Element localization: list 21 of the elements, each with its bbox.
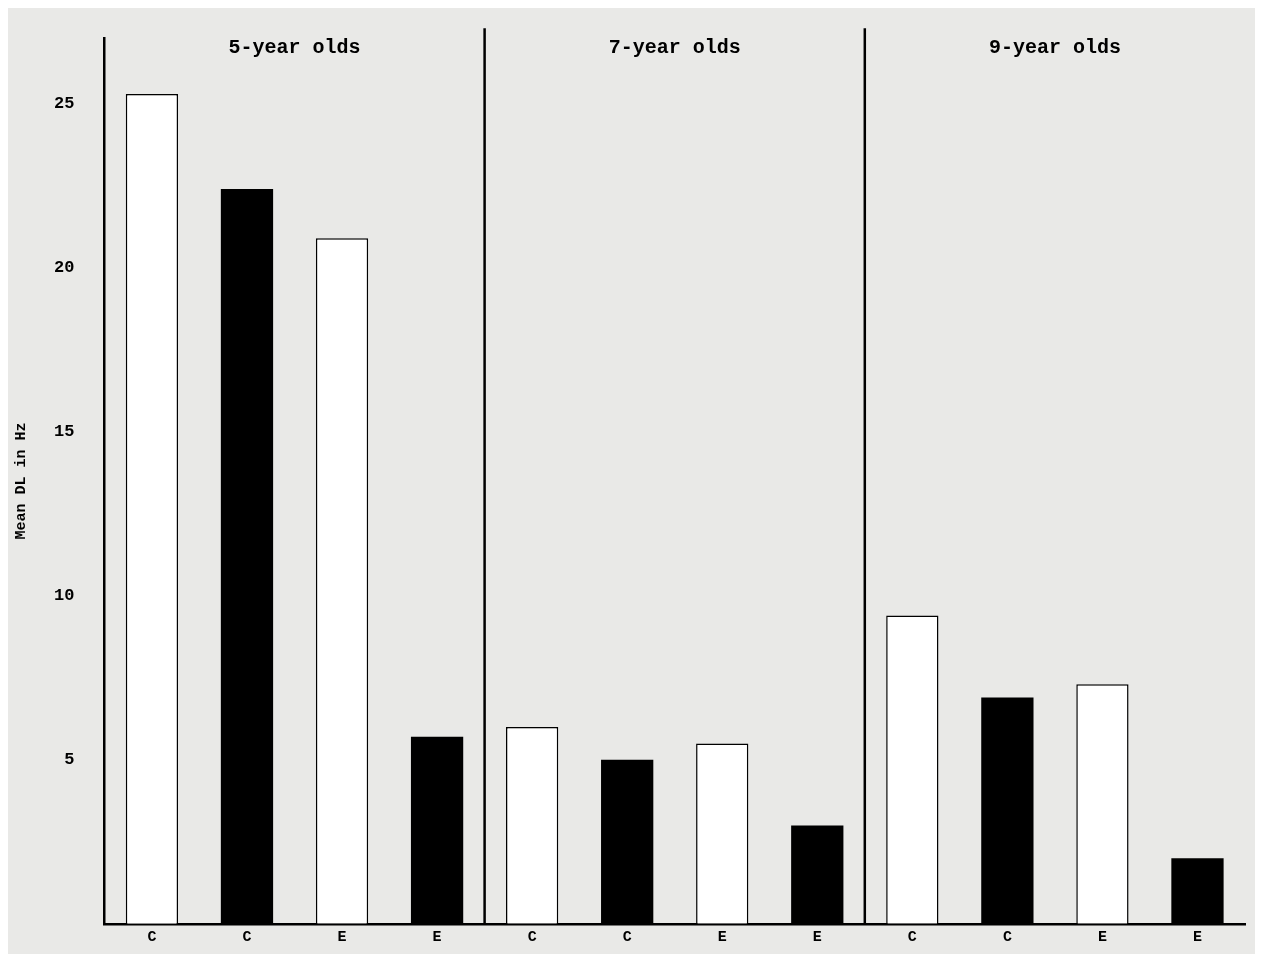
x-tick-label: E [1192,928,1202,946]
x-tick-label: C [527,928,537,946]
x-tick-label: E [337,928,347,946]
annotation: 7-year olds [608,36,741,60]
y-tick-label: 25 [54,94,75,114]
x-tick-label: C [242,928,252,946]
y-axis-title: Mean DL in Hz [12,422,30,540]
annotation: 5-year olds [228,36,361,60]
y-tick-label: 10 [54,586,75,606]
y-tick-label: 20 [54,258,75,278]
y-tick-label: 5 [64,750,75,770]
x-tick-label: E [717,928,727,946]
x-tick-label: C [1002,928,1012,946]
x-tick-label: E [812,928,822,946]
x-tick-label: C [147,928,157,946]
y-tick-label: 15 [54,422,75,442]
x-tick-label: E [1097,928,1107,946]
annotation: 9-year olds [988,36,1121,60]
x-tick-label: E [432,928,442,946]
x-tick-label: C [907,928,917,946]
x-tick-label: C [622,928,632,946]
